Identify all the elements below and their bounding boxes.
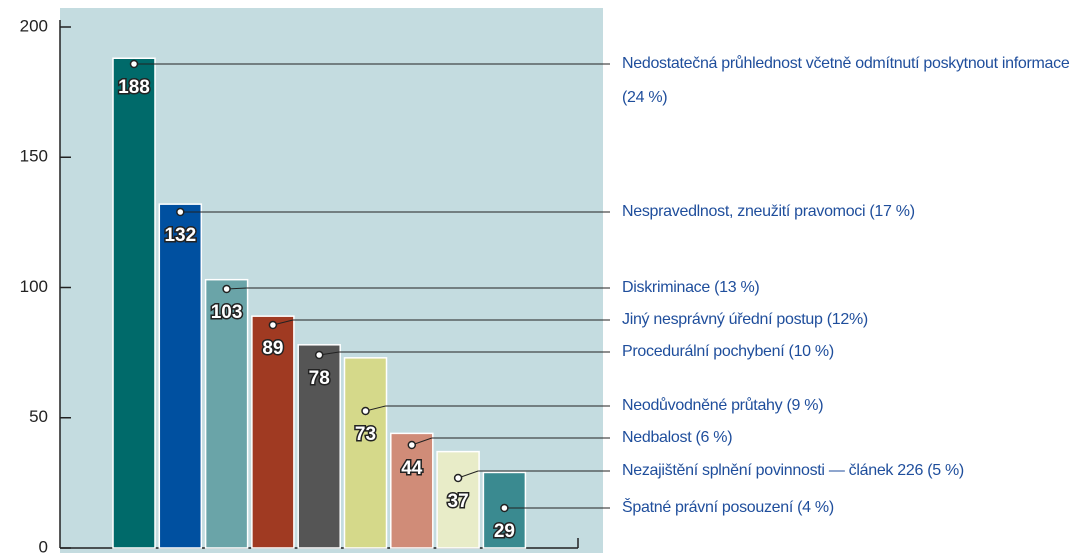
category-label: Jiný nesprávný úřední postup (12%) <box>622 311 868 328</box>
y-tick-label: 150 <box>20 147 48 166</box>
value-label: 89 <box>262 338 283 359</box>
bar <box>390 432 434 549</box>
y-tick-label: 200 <box>20 16 48 35</box>
category-label: Špatné právní posouzení (4 %) <box>622 499 834 516</box>
leader-dot <box>176 207 185 217</box>
category-label: Neodůvodněné průtahy (9 %) <box>622 397 824 414</box>
bar <box>436 450 480 549</box>
bar <box>158 203 203 549</box>
value-label: 132 <box>164 225 196 246</box>
category-label: Nezajištění splnění povinnosti — článek … <box>622 462 964 479</box>
leader-dot <box>453 473 463 483</box>
category-label: Procedurální pochybení (10 %) <box>622 343 834 360</box>
leader-dot <box>361 406 370 416</box>
bar <box>251 315 295 549</box>
y-tick-label: 0 <box>39 537 48 556</box>
leader-dot <box>314 350 324 360</box>
bar <box>204 278 249 549</box>
bar <box>343 357 388 549</box>
bar <box>112 57 156 549</box>
value-label: 73 <box>355 424 376 445</box>
leader-dot <box>407 440 417 450</box>
leader-dot <box>268 320 278 330</box>
value-label: 188 <box>118 77 150 98</box>
y-tick-label: 100 <box>20 277 48 296</box>
leader-dot <box>222 284 231 294</box>
leader-dot <box>129 59 139 69</box>
y-tick-label: 50 <box>29 407 48 426</box>
leader-dot <box>500 503 509 513</box>
value-label: 78 <box>309 368 330 389</box>
category-label: Nedostatečná průhlednost včetně odmítnut… <box>622 55 1070 106</box>
category-label: Diskriminace (13 %) <box>622 279 760 296</box>
value-label: 44 <box>401 458 423 479</box>
value-label: 103 <box>211 302 243 323</box>
category-label: Nedbalost (6 %) <box>622 429 733 446</box>
value-label: 29 <box>494 521 515 542</box>
bar <box>297 344 341 549</box>
value-label: 37 <box>448 491 469 512</box>
category-label: Nespravedlnost, zneužití pravomoci (17 %… <box>622 203 915 220</box>
